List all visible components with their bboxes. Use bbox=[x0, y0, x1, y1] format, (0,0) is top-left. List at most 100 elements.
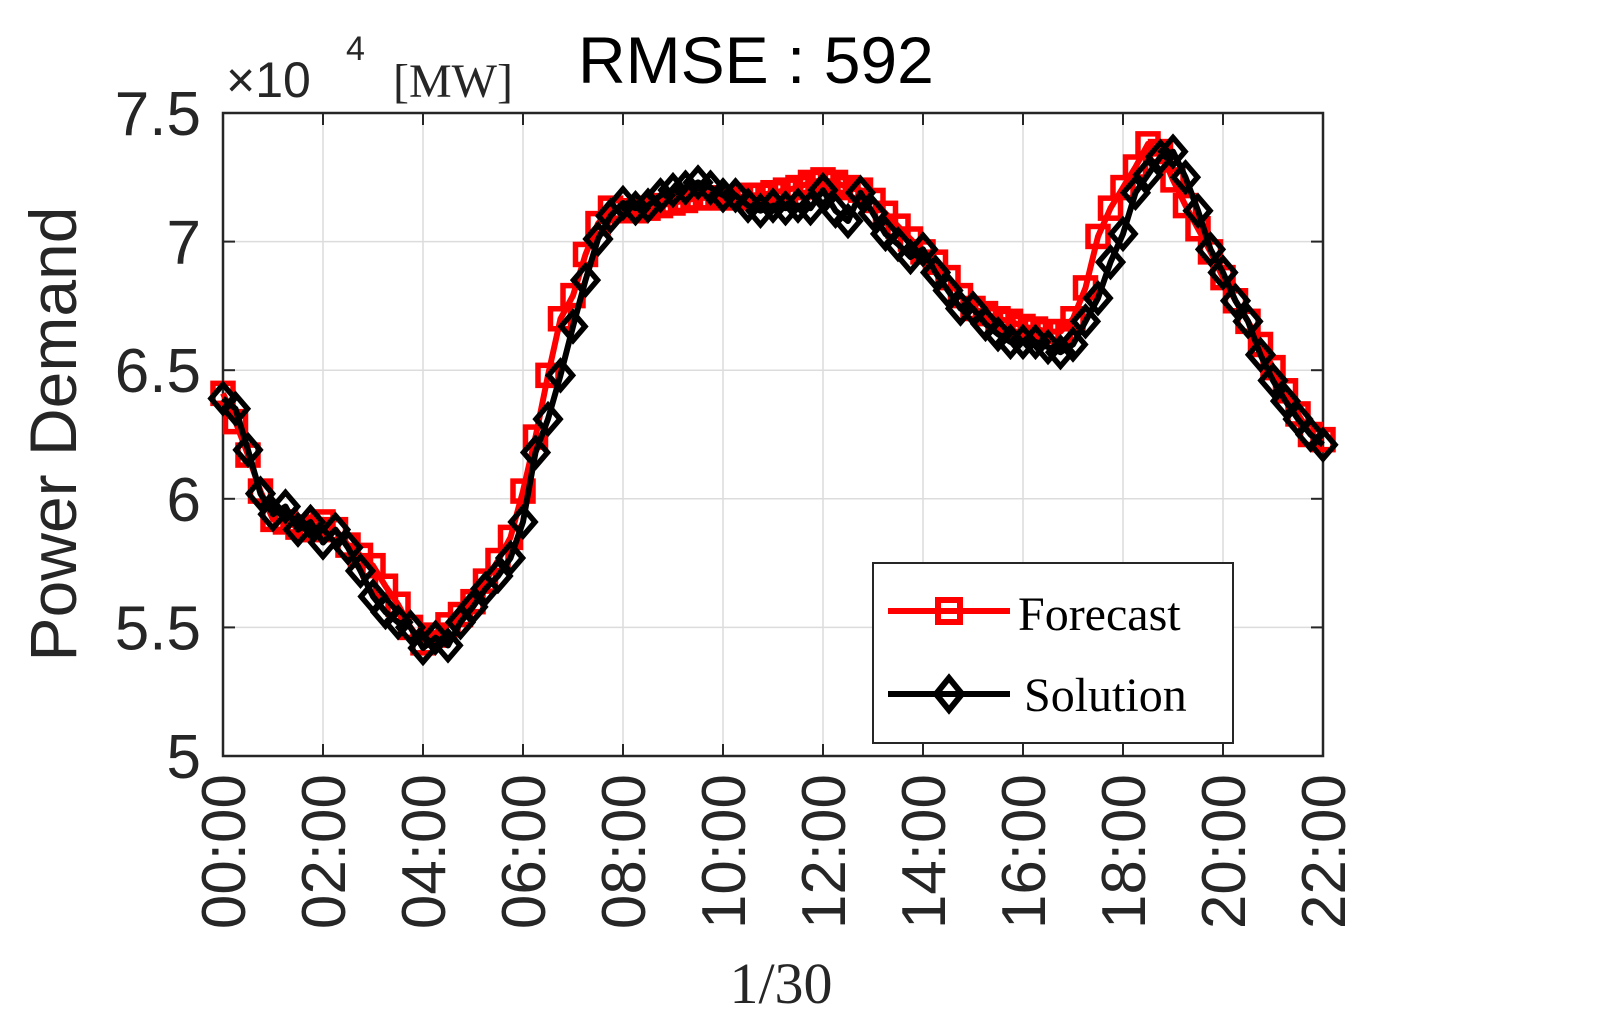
solution-point bbox=[857, 195, 889, 232]
solution-point bbox=[457, 588, 489, 626]
solution-point bbox=[582, 220, 614, 258]
forecast-point bbox=[1085, 223, 1111, 250]
legend-solution-marker bbox=[932, 673, 966, 715]
tick-marks bbox=[222, 112, 1324, 757]
solution-point bbox=[482, 557, 514, 595]
legend-forecast-label: Forecast bbox=[1018, 588, 1181, 641]
x-tick-label: 22:00 bbox=[1290, 774, 1359, 929]
solution-point bbox=[1144, 138, 1177, 175]
solution-point bbox=[1307, 426, 1339, 464]
scale-unit-label: [MW] bbox=[393, 55, 513, 108]
solution-point bbox=[232, 431, 264, 469]
solution-point bbox=[1232, 303, 1264, 340]
solution-point bbox=[644, 177, 677, 214]
scale-times-label: ×10 bbox=[226, 52, 311, 108]
y-tick-label: 7 bbox=[167, 209, 201, 278]
solution-point bbox=[244, 475, 277, 512]
solution-point bbox=[1294, 416, 1327, 453]
series-solution bbox=[207, 133, 1339, 667]
solution-point bbox=[1132, 156, 1164, 193]
solution-point bbox=[1094, 243, 1127, 281]
y-tick-labels: 5 5.5 6 6.5 7 7.5 bbox=[115, 80, 201, 792]
x-tick-label: 02:00 bbox=[290, 774, 359, 929]
solution-point bbox=[894, 238, 927, 276]
solution-point bbox=[819, 192, 852, 229]
x-tick-label: 04:00 bbox=[390, 774, 459, 929]
solution-point bbox=[1082, 279, 1114, 317]
solution-point bbox=[369, 593, 402, 631]
solution-point bbox=[1219, 282, 1252, 319]
solution-point bbox=[657, 171, 689, 209]
solution-point bbox=[294, 503, 327, 541]
solution-point bbox=[569, 261, 602, 299]
series-layer bbox=[207, 131, 1339, 667]
solution-point bbox=[1269, 382, 1302, 420]
x-tick-label: 08:00 bbox=[590, 774, 659, 929]
solution-point bbox=[519, 434, 552, 471]
legend: Forecast Solution bbox=[872, 562, 1234, 744]
legend-forecast-marker bbox=[935, 597, 963, 625]
solution-point bbox=[432, 627, 464, 664]
solution-point bbox=[1107, 215, 1139, 253]
solution-point bbox=[494, 539, 527, 577]
y-tick-label: 7.5 bbox=[115, 80, 201, 149]
solution-point bbox=[1069, 303, 1102, 340]
solution-point bbox=[319, 511, 352, 548]
x-tick-label: 12:00 bbox=[790, 774, 859, 929]
solution-point bbox=[532, 400, 564, 438]
solution-point bbox=[744, 192, 777, 229]
solution-point bbox=[807, 171, 839, 209]
solution-point bbox=[1207, 254, 1239, 291]
solution-point bbox=[269, 488, 302, 525]
x-axis-label: 1/30 bbox=[729, 951, 832, 1015]
forecast-point bbox=[1160, 167, 1186, 193]
solution-point bbox=[932, 272, 964, 309]
solution-point bbox=[907, 231, 939, 268]
solution-point bbox=[844, 174, 877, 211]
x-tick-label: 00:00 bbox=[190, 774, 259, 929]
solution-point bbox=[969, 305, 1002, 343]
x-tick-label: 20:00 bbox=[1190, 774, 1259, 929]
solution-point bbox=[557, 308, 589, 345]
solution-point bbox=[669, 169, 702, 206]
solution-point bbox=[507, 503, 539, 541]
solution-point bbox=[219, 390, 252, 428]
solution-point bbox=[1044, 333, 1077, 371]
x-tick-label: 14:00 bbox=[890, 774, 959, 929]
solution-point bbox=[794, 189, 827, 227]
forecast-point bbox=[510, 478, 536, 504]
solution-point bbox=[257, 496, 289, 533]
x-tick-label: 06:00 bbox=[490, 774, 559, 929]
x-tick-label: 10:00 bbox=[690, 774, 759, 929]
solution-point bbox=[1257, 362, 1289, 399]
y-tick-label: 5 bbox=[167, 723, 201, 792]
solution-point bbox=[282, 511, 314, 548]
solution-point bbox=[832, 202, 864, 240]
solution-point bbox=[1057, 326, 1089, 363]
legend-box bbox=[872, 562, 1234, 744]
y-tick-label: 6 bbox=[167, 466, 201, 535]
solution-point bbox=[1194, 231, 1227, 268]
solution-point bbox=[869, 215, 902, 253]
solution-point bbox=[719, 177, 752, 214]
solution-point bbox=[332, 529, 364, 566]
solution-point bbox=[769, 189, 802, 227]
solution-point bbox=[344, 552, 377, 590]
solution-point bbox=[1182, 192, 1214, 229]
solution-point bbox=[394, 609, 427, 646]
x-tick-labels: 00:00 02:00 04:00 06:00 08:00 10:00 12:00 14:00… bbox=[190, 774, 1359, 929]
y-tick-label: 6.5 bbox=[115, 337, 201, 406]
y-tick-label: 5.5 bbox=[115, 594, 201, 663]
solution-point bbox=[1119, 174, 1152, 211]
x-tick-label: 16:00 bbox=[990, 774, 1059, 929]
solution-point bbox=[207, 380, 239, 417]
solution-point bbox=[1157, 133, 1189, 170]
solution-point bbox=[1169, 159, 1202, 196]
legend-solution-label: Solution bbox=[1024, 669, 1187, 722]
chart-title: RMSE : 592 bbox=[578, 23, 934, 97]
x-tick-label: 18:00 bbox=[1090, 774, 1159, 929]
solution-point bbox=[1244, 336, 1277, 373]
solution-point bbox=[544, 357, 577, 394]
scale-exponent-label: 4 bbox=[346, 30, 365, 68]
